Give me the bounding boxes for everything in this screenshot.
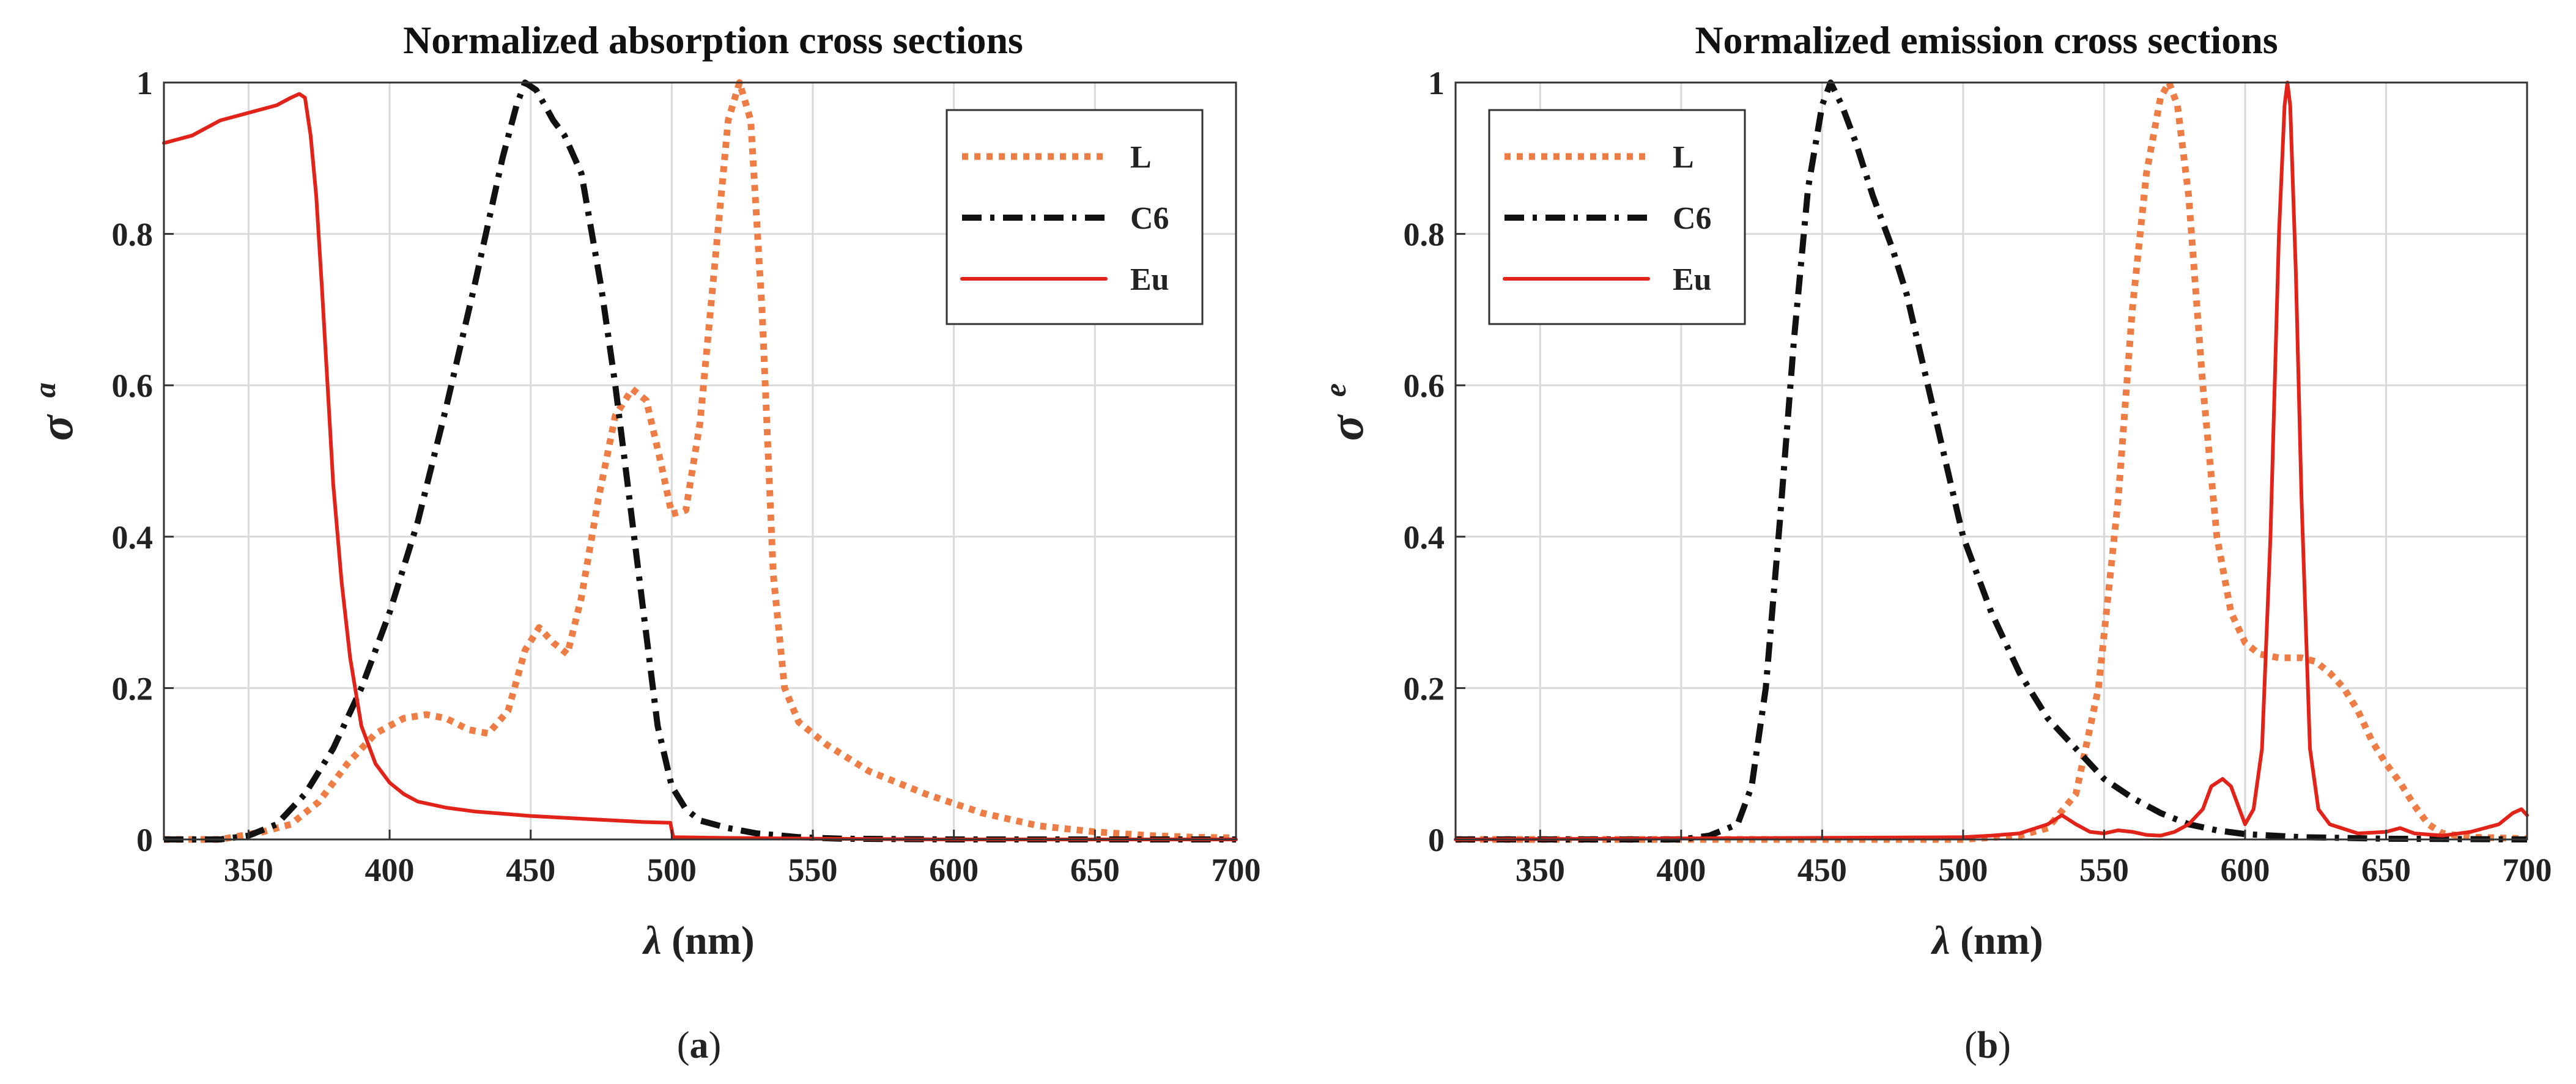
panel-a-y-tick-label: 0.6: [112, 367, 154, 404]
panel-a-series-l: [164, 79, 1237, 843]
panel-b-series-l: [1456, 79, 2528, 843]
panel-a-series-eu: [162, 92, 1238, 841]
panel-a-y-axis-symbol: σ: [29, 414, 83, 441]
panel-b-series-eu: [1454, 81, 2529, 841]
panel-b-y-tick-label: 0.2: [1404, 670, 1445, 707]
panel-b-x-tick-label: 450: [1797, 852, 1847, 888]
panel-a-y-tick-label: 1: [136, 65, 153, 101]
panel-a-series-c6: [164, 79, 1236, 842]
panel-a-x-tick-label: 450: [506, 852, 555, 888]
panel-b-x-axis-symbol: λ: [1930, 918, 1950, 963]
panel-b-legend: L C6 Eu: [1488, 109, 1746, 325]
panel-b-y-ticks: 0 0.2 0.4 0.6 0.8 1: [1404, 65, 1465, 858]
panel-b-x-axis-label: λ (nm): [1930, 918, 2043, 963]
panel-a-x-axis-unit: (nm): [662, 918, 755, 963]
panel-a-caption: (a): [677, 1025, 721, 1066]
panel-a-x-axis-symbol: λ: [642, 918, 661, 963]
panel-a-x-tick-label: 350: [224, 852, 273, 888]
panel-a-y-tick-label: 0.8: [112, 216, 154, 253]
panel-b-x-axis-unit: (nm): [1950, 918, 2043, 963]
panel-a-y-tick-label: 0.2: [112, 670, 154, 707]
panel-a-x-tick-label: 400: [365, 852, 415, 888]
panel-a-x-tick-label: 550: [788, 852, 838, 888]
panel-a-legend-label-l: L: [1130, 140, 1152, 175]
panel-b-legend-label-c6: C6: [1673, 201, 1712, 236]
panel-a-x-tick-label: 700: [1212, 852, 1261, 888]
panel-b-y-axis-symbol: σ: [1320, 414, 1373, 441]
panel-b-x-tick-label: 650: [2361, 852, 2411, 888]
panel-b-y-tick-label: 0.4: [1404, 519, 1445, 556]
panel-a-x-ticks: 350 400 450 500 550 600 650 700: [224, 830, 1261, 888]
panel-b-series: [1454, 79, 2529, 843]
panel-b-caption-letter: b: [1977, 1025, 1998, 1066]
panel-a-legend-label-c6: C6: [1130, 201, 1169, 236]
panel-a-y-tick-label: 0.4: [112, 519, 154, 556]
panel-b-x-tick-label: 350: [1516, 852, 1565, 888]
panel-b-x-ticks: 350 400 450 500 550 600 650 700: [1516, 830, 2552, 888]
panel-a-x-tick-label: 650: [1070, 852, 1120, 888]
panel-absorption: Normalized absorption cross sections 350…: [28, 18, 1261, 1066]
panel-a-caption-letter: a: [690, 1025, 709, 1066]
panel-b-x-tick-label: 550: [2079, 852, 2129, 888]
panel-a-y-tick-label: 0: [136, 822, 153, 858]
panel-a-y-axis-label: σ a: [28, 383, 83, 441]
panel-a-title: Normalized absorption cross sections: [403, 18, 1023, 62]
panel-b-x-tick-label: 500: [1938, 852, 1988, 888]
panel-b-caption: (b): [1964, 1025, 2011, 1066]
panel-b-y-axis-superscript: e: [1318, 383, 1352, 397]
panel-b-legend-label-l: L: [1673, 140, 1694, 175]
panel-a-axes-box: [163, 81, 1237, 841]
panel-b-legend-label-eu: Eu: [1673, 262, 1712, 297]
panel-a-series: [162, 79, 1238, 843]
panel-b-y-tick-label: 0.6: [1404, 367, 1445, 404]
panel-a-legend: L C6 Eu: [946, 109, 1204, 325]
panel-emission: Normalized emission cross sections 350 40…: [1318, 18, 2552, 1066]
panel-b-title: Normalized emission cross sections: [1695, 18, 2278, 62]
panel-a-y-ticks: 0 0.2 0.4 0.6 0.8 1: [112, 65, 174, 858]
panel-b-axes-box: [1454, 81, 2528, 841]
panel-a-x-tick-label: 600: [929, 852, 979, 888]
panel-b-y-tick-label: 1: [1428, 65, 1445, 101]
panel-a-x-axis-label: λ (nm): [642, 918, 754, 963]
panel-a-x-tick-label: 500: [647, 852, 697, 888]
panel-b-y-tick-label: 0: [1428, 822, 1445, 858]
panel-b-x-tick-label: 600: [2220, 852, 2270, 888]
panel-b-series-c6: [1456, 79, 2528, 842]
panel-a-legend-label-eu: Eu: [1130, 262, 1169, 297]
panel-a-y-axis-superscript: a: [28, 383, 62, 398]
panel-b-y-tick-label: 0.8: [1404, 216, 1445, 253]
panel-b-y-axis-label: σ e: [1318, 383, 1373, 441]
panel-b-x-tick-label: 400: [1656, 852, 1706, 888]
panel-b-x-tick-label: 700: [2503, 852, 2552, 888]
